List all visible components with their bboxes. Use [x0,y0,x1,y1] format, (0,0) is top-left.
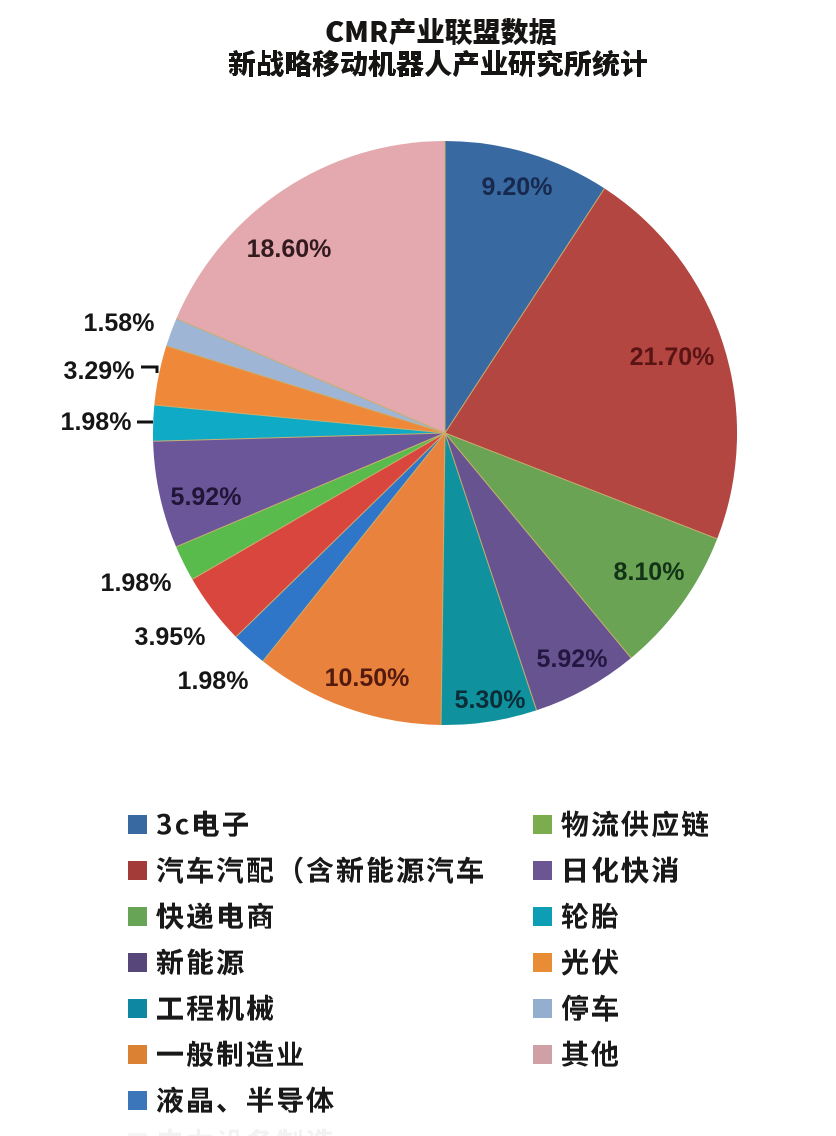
svg-text:9.20%: 9.20% [482,173,553,201]
svg-text:3.95%: 3.95% [135,623,206,651]
svg-text:18.60%: 18.60% [247,235,332,263]
svg-text:1.58%: 1.58% [84,309,155,337]
svg-text:1.98%: 1.98% [178,667,249,695]
svg-text:3.29%: 3.29% [64,357,135,385]
svg-text:8.10%: 8.10% [614,558,685,586]
svg-text:21.70%: 21.70% [630,343,715,371]
svg-text:5.30%: 5.30% [455,686,526,714]
svg-text:1.98%: 1.98% [61,408,132,436]
svg-text:5.92%: 5.92% [171,483,242,511]
svg-text:1.98%: 1.98% [101,569,172,597]
svg-text:5.92%: 5.92% [537,645,608,673]
svg-text:10.50%: 10.50% [325,664,410,692]
